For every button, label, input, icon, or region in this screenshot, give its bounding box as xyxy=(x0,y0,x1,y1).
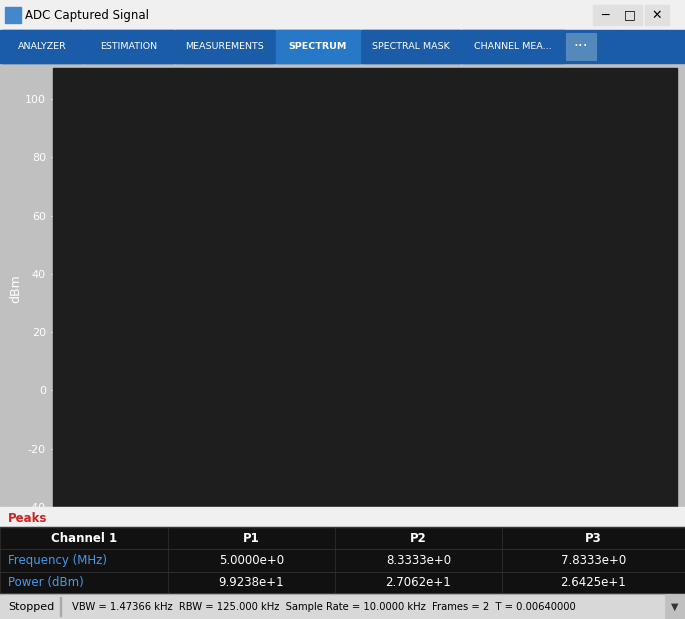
Text: Stopped: Stopped xyxy=(8,602,54,612)
Bar xyxy=(5,7,21,23)
Text: Power (dBm): Power (dBm) xyxy=(8,576,84,589)
X-axis label: Frequency (MHz): Frequency (MHz) xyxy=(312,537,418,550)
Bar xyxy=(2,30,82,63)
Text: VBW = 1.47366 kHz  RBW = 125.000 kHz  Sample Rate = 10.0000 kHz  Frames = 2  T =: VBW = 1.47366 kHz RBW = 125.000 kHz Samp… xyxy=(72,602,576,612)
Text: Peaks: Peaks xyxy=(8,511,47,524)
Bar xyxy=(645,5,669,25)
Text: SPECTRAL MASK: SPECTRAL MASK xyxy=(372,42,450,51)
Bar xyxy=(593,5,617,25)
Text: Channel 1: Channel 1 xyxy=(51,532,117,545)
Text: □: □ xyxy=(624,9,636,22)
Text: ADC Captured Signal: ADC Captured Signal xyxy=(25,9,149,22)
Bar xyxy=(0,507,685,527)
Text: 2.7062e+1: 2.7062e+1 xyxy=(386,576,451,589)
Bar xyxy=(0,527,685,594)
Bar xyxy=(84,30,174,63)
Text: ✕: ✕ xyxy=(651,9,662,22)
Bar xyxy=(665,594,685,619)
Bar xyxy=(60,597,61,616)
Text: ─: ─ xyxy=(601,9,609,22)
Text: Frequency (MHz): Frequency (MHz) xyxy=(8,554,107,567)
Text: P2: P2 xyxy=(410,532,427,545)
Bar xyxy=(0,594,685,619)
Text: ESTIMATION: ESTIMATION xyxy=(101,42,158,51)
Text: SPECTRUM: SPECTRUM xyxy=(289,42,347,51)
Text: ▼: ▼ xyxy=(671,602,679,612)
Point xyxy=(379,303,390,313)
Text: 7.8333e+0: 7.8333e+0 xyxy=(561,554,626,567)
Bar xyxy=(362,30,460,63)
Text: ANALYZER: ANALYZER xyxy=(18,42,66,51)
Text: MEASUREMENTS: MEASUREMENTS xyxy=(186,42,264,51)
Text: 8.3333e+0: 8.3333e+0 xyxy=(386,554,451,567)
Bar xyxy=(618,5,642,25)
Y-axis label: dBm: dBm xyxy=(9,274,22,303)
Text: CHANNEL MEA...: CHANNEL MEA... xyxy=(474,42,552,51)
Bar xyxy=(176,30,274,63)
Text: 5.0000e+0: 5.0000e+0 xyxy=(219,554,284,567)
Bar xyxy=(276,30,360,63)
Text: ···: ··· xyxy=(573,39,588,54)
Point xyxy=(384,301,395,311)
Text: 9.9238e+1: 9.9238e+1 xyxy=(219,576,284,589)
Bar xyxy=(53,68,677,509)
Text: P1: P1 xyxy=(243,532,260,545)
Bar xyxy=(0,30,685,63)
Text: P3: P3 xyxy=(585,532,602,545)
Bar xyxy=(566,33,596,60)
Bar xyxy=(462,30,564,63)
Bar xyxy=(0,0,685,30)
Text: 2.6425e+1: 2.6425e+1 xyxy=(560,576,626,589)
Point xyxy=(338,90,349,100)
